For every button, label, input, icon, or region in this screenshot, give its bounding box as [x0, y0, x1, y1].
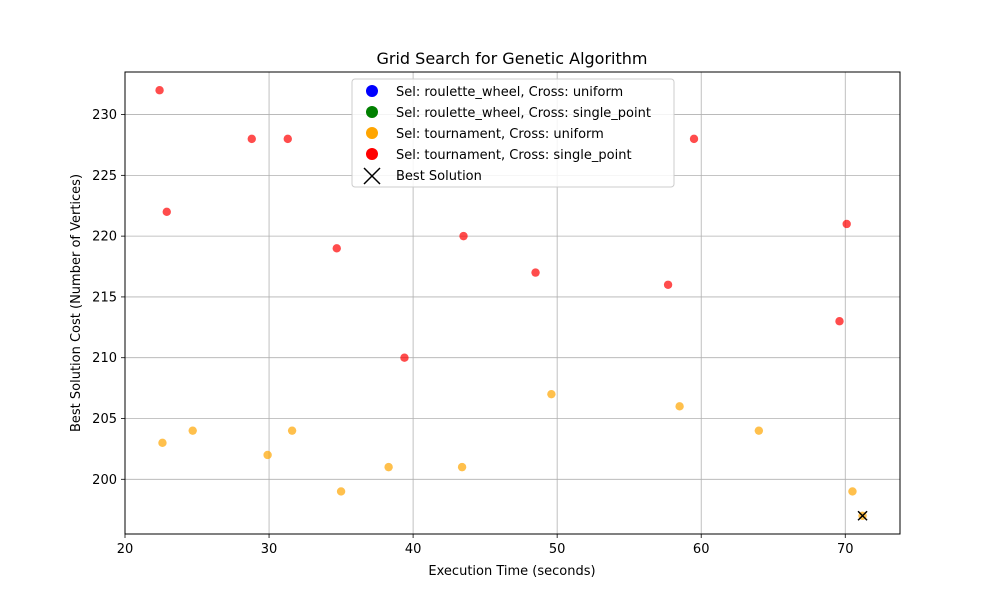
- data-point-series-2: [287, 426, 297, 435]
- legend-label-roulette-uniform: Sel: roulette_wheel, Cross: uniform: [396, 85, 623, 100]
- best-solution-marker: [857, 510, 868, 521]
- legend: Sel: roulette_wheel, Cross: uniform Sel:…: [351, 78, 675, 188]
- legend-label-tournament-uniform: Sel: tournament, Cross: uniform: [396, 127, 604, 142]
- data-point-series-3: [162, 207, 171, 217]
- y-axis-label: Best Solution Cost (Number of Vertices): [69, 174, 84, 432]
- x-tick-label: 40: [405, 542, 422, 557]
- legend-marker-best-solution: [363, 167, 381, 185]
- plot-frame: [124, 71, 901, 535]
- y-tick-label: 210: [92, 351, 117, 366]
- x-tick-label: 50: [549, 542, 566, 557]
- x-tick-label: 60: [693, 542, 710, 557]
- data-point-series-2: [336, 487, 346, 496]
- y-tick-label: 205: [92, 412, 117, 427]
- data-point-series-2: [675, 402, 684, 411]
- y-tick-label: 225: [92, 169, 117, 184]
- data-point-series-2: [848, 487, 857, 496]
- legend-marker-roulette-uniform: [366, 85, 378, 97]
- data-points: [155, 86, 868, 521]
- data-point-series-3: [247, 134, 256, 144]
- data-point-series-3: [663, 280, 673, 289]
- legend-label-tournament-single-point: Sel: tournament, Cross: single_point: [396, 148, 632, 163]
- data-point-series-2: [188, 426, 197, 435]
- data-point-series-3: [400, 353, 409, 362]
- legend-label-roulette-single-point: Sel: roulette_wheel, Cross: single_point: [396, 106, 651, 121]
- legend-marker-roulette-single-point: [366, 106, 378, 118]
- data-point-series-2: [158, 438, 167, 448]
- legend-label-best-solution: Best Solution: [396, 169, 482, 184]
- legend-box: [351, 78, 675, 188]
- data-point-series-3: [842, 219, 851, 229]
- legend-marker-tournament-uniform: [366, 127, 378, 139]
- y-tick-label: 230: [92, 108, 117, 123]
- data-point-series-3: [155, 86, 164, 95]
- data-point-series-3: [283, 134, 292, 144]
- x-axis-label: Execution Time (seconds): [428, 564, 595, 579]
- data-point-series-3: [459, 231, 468, 241]
- data-point-series-2: [263, 450, 272, 460]
- data-point-series-2: [547, 389, 556, 399]
- data-point-series-3: [689, 134, 699, 144]
- x-tick-label: 30: [261, 542, 278, 557]
- y-tick-label: 200: [92, 473, 117, 488]
- y-tick-label: 215: [92, 290, 117, 305]
- y-tick-label: 220: [92, 230, 117, 245]
- data-point-series-2: [457, 462, 467, 472]
- axes: 20 30 40 50 60 70 200 205 210 215 220 225 230: [92, 108, 853, 557]
- data-point-series-3: [332, 244, 341, 253]
- data-point-series-2: [754, 426, 764, 435]
- x-tick-label: 20: [117, 542, 134, 557]
- data-point-series-2: [384, 462, 393, 472]
- legend-marker-tournament-single-point: [366, 148, 378, 160]
- chart-title: Grid Search for Genetic Algorithm: [377, 49, 648, 68]
- data-point-series-3: [835, 317, 844, 326]
- data-point-series-3: [531, 268, 540, 277]
- x-tick-label: 70: [837, 542, 854, 557]
